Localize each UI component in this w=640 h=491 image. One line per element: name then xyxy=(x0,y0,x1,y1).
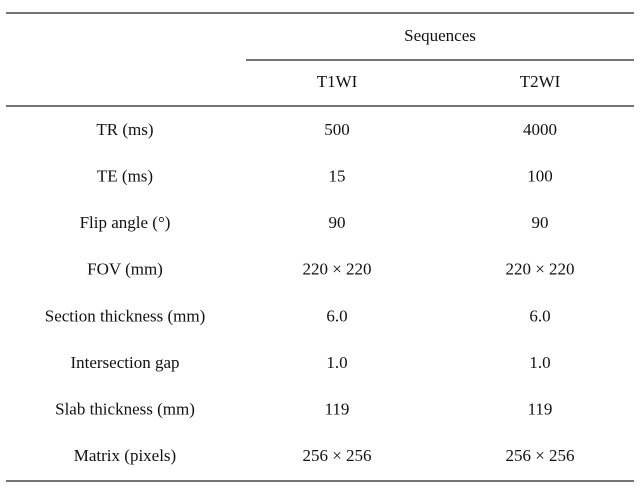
cell: 1.0 xyxy=(326,353,347,372)
cell: 119 xyxy=(325,400,350,419)
cell: 256 × 256 xyxy=(302,446,371,465)
column-header: T2WI xyxy=(520,72,561,91)
cell: 500 xyxy=(324,120,350,139)
row-label: TE (ms) xyxy=(97,167,153,186)
row-label: FOV (mm) xyxy=(87,260,163,279)
column-header: T1WI xyxy=(317,72,358,91)
cell: 15 xyxy=(329,167,346,186)
group-header: Sequences xyxy=(404,26,476,45)
cell: 4000 xyxy=(523,120,557,139)
cell: 220 × 220 xyxy=(302,260,371,279)
cell: 100 xyxy=(527,167,553,186)
cell: 1.0 xyxy=(529,353,550,372)
cell: 220 × 220 xyxy=(505,260,574,279)
cell: 256 × 256 xyxy=(505,446,574,465)
cell: 6.0 xyxy=(529,306,550,325)
cell: 90 xyxy=(532,213,549,232)
row-label: TR (ms) xyxy=(96,120,153,139)
row-label: Slab thickness (mm) xyxy=(55,400,195,419)
row-label: Flip angle (°) xyxy=(80,213,171,232)
row-label: Section thickness (mm) xyxy=(45,306,206,325)
row-label: Matrix (pixels) xyxy=(74,446,176,465)
cell: 119 xyxy=(528,400,553,419)
cell: 6.0 xyxy=(326,306,347,325)
cell: 90 xyxy=(329,213,346,232)
row-label: Intersection gap xyxy=(70,353,179,372)
